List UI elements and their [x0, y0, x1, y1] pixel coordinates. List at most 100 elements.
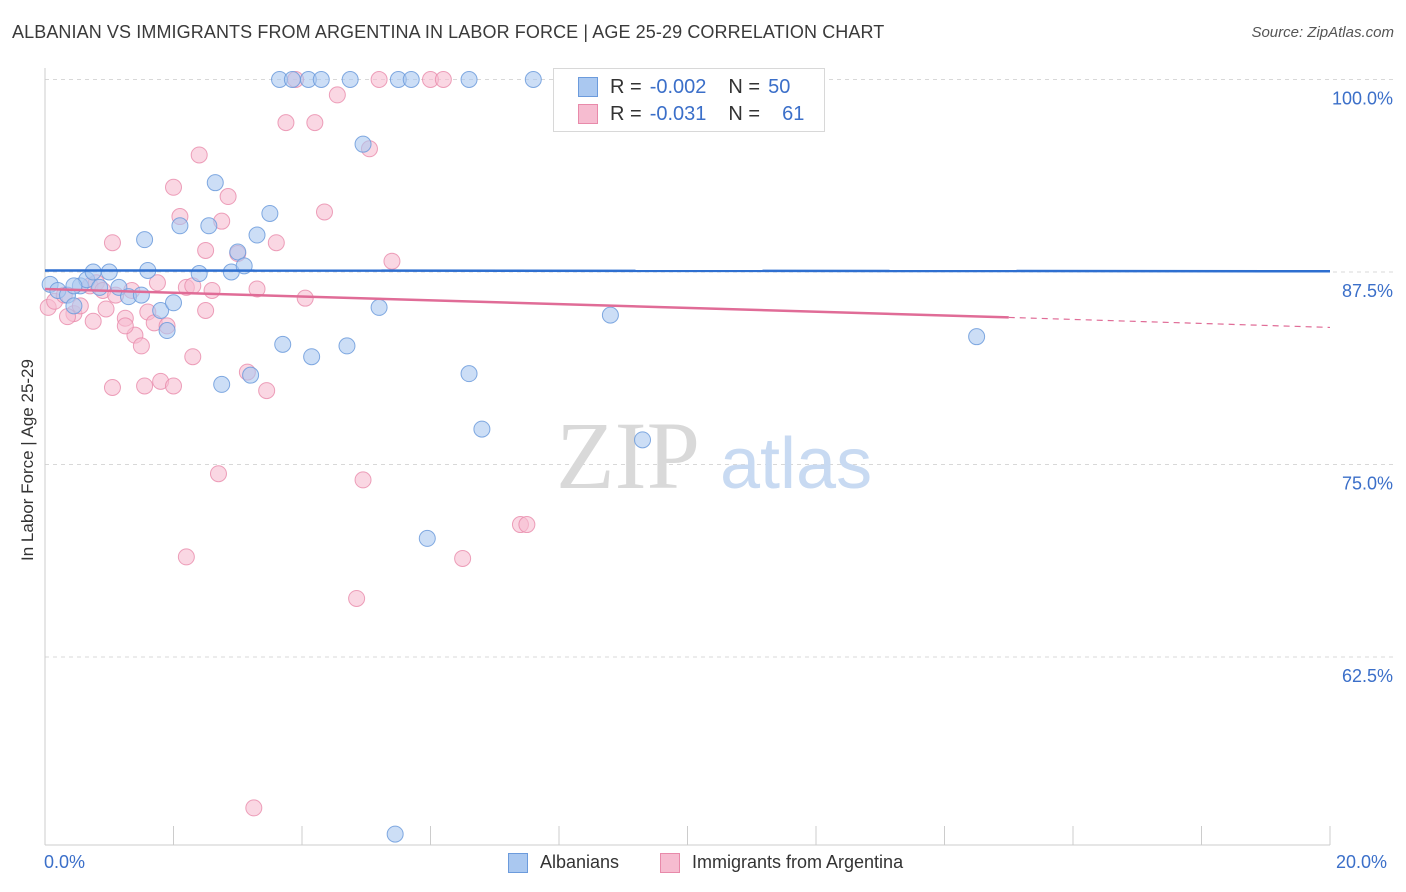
legend-item-argentina[interactable]: Immigrants from Argentina [660, 852, 903, 873]
data-point-albanian [261, 204, 279, 222]
data-point-albanian [229, 243, 247, 261]
data-point-albanian [132, 286, 150, 304]
data-point-argentina [136, 377, 154, 395]
data-point-argentina [315, 203, 333, 221]
y-tick-label: 62.5% [1342, 666, 1393, 686]
legend-row-argentina: R = -0.031 N = 61 [554, 101, 804, 127]
legend-r-label: R = [610, 102, 642, 125]
correlation-legend: R = -0.002 N = 50 R = -0.031 N = 61 [553, 68, 825, 132]
axes [44, 68, 1331, 846]
legend-swatch-argentina [660, 852, 680, 873]
data-point-argentina [203, 281, 221, 299]
watermark-atlas: atlas [720, 424, 872, 504]
legend-r-value: -0.031 [649, 102, 707, 125]
legend-n-label: N = [728, 75, 761, 98]
data-point-albanian [200, 217, 218, 235]
data-point-albanian [524, 71, 542, 88]
data-point-argentina [219, 188, 237, 206]
data-point-argentina [103, 379, 121, 396]
legend-r-label: R = [610, 75, 642, 98]
data-point-argentina [197, 241, 215, 259]
data-point-argentina [348, 589, 366, 607]
data-point-albanian [386, 825, 404, 843]
data-point-albanian [303, 348, 321, 366]
data-point-albanian [338, 337, 356, 355]
data-point-argentina [383, 252, 401, 270]
data-point-argentina [116, 317, 134, 335]
trend-lines [44, 269, 1331, 329]
data-point-albanian [84, 263, 102, 281]
x-tick-label-max: 20.0% [1336, 852, 1388, 872]
data-point-albanian [136, 231, 154, 249]
data-point-argentina [184, 348, 202, 366]
data-point-albanian [242, 366, 260, 384]
data-point-argentina [328, 86, 346, 104]
data-point-albanian [100, 263, 118, 281]
x-tick-label-min: 0.0% [44, 852, 86, 872]
y-tick-label: 75.0% [1342, 474, 1393, 494]
y-tick-label: 87.5% [1342, 281, 1393, 301]
trend-line-argentina-extrapolated [1008, 316, 1331, 329]
data-point-argentina [277, 114, 295, 132]
data-point-argentina [97, 300, 115, 318]
y-axis-label: In Labor Force | Age 25-29 [18, 359, 37, 561]
data-point-albanian [312, 71, 330, 88]
data-point-albanian [274, 335, 292, 353]
data-point-albanian [354, 135, 372, 153]
y-tick-label: 100.0% [1332, 89, 1393, 109]
data-point-albanian [206, 174, 224, 192]
legend-label-albanians: Albanians [540, 852, 620, 872]
legend-swatch-albanians [578, 77, 598, 97]
data-point-argentina [103, 234, 121, 252]
data-point-albanian [341, 71, 359, 88]
watermark-zip: ZIP [556, 402, 700, 509]
data-point-argentina [197, 302, 215, 319]
data-point-albanian [370, 298, 388, 316]
data-point-albanian [460, 71, 478, 88]
data-point-argentina [165, 377, 182, 395]
data-point-albanian [158, 322, 176, 340]
data-point-albanian [248, 226, 266, 244]
data-point-argentina [454, 549, 472, 567]
data-point-argentina [518, 516, 536, 534]
legend-row-albanians: R = -0.002 N = 50 [554, 74, 790, 100]
data-point-argentina [84, 312, 102, 330]
data-point-albanian [473, 420, 491, 438]
data-point-albanian [65, 277, 83, 295]
series-argentina-points [39, 71, 536, 817]
data-point-albanian [171, 217, 189, 235]
legend-swatch-argentina [578, 104, 598, 124]
data-point-argentina [306, 114, 324, 132]
data-point-argentina [354, 471, 372, 489]
data-point-argentina [165, 178, 182, 196]
data-point-albanian [165, 294, 182, 312]
legend-item-albanians[interactable]: Albanians [508, 852, 619, 873]
series-legend: Albanians Immigrants from Argentina [0, 852, 1406, 876]
chart-title: ALBANIAN VS IMMIGRANTS FROM ARGENTINA IN… [12, 22, 885, 42]
data-point-albanian [283, 71, 301, 88]
legend-swatch-albanians [508, 852, 528, 873]
legend-n-label: N = [728, 102, 761, 125]
legend-n-value: 61 [782, 102, 805, 125]
data-point-albanian [91, 278, 109, 296]
data-point-albanian [402, 71, 420, 88]
data-point-albanian [418, 529, 436, 547]
y-tick-labels: 100.0% 87.5% 75.0% 62.5% [1332, 89, 1393, 687]
data-point-albanian [65, 297, 83, 315]
legend-n-value: 50 [768, 75, 791, 98]
data-point-argentina [209, 465, 227, 483]
data-point-argentina [248, 280, 266, 298]
watermark: ZIP atlas [556, 402, 872, 509]
trend-line-argentina [44, 287, 1009, 319]
data-point-argentina [434, 71, 452, 88]
data-point-argentina [177, 548, 195, 566]
data-point-argentina [132, 337, 150, 355]
data-point-argentina [148, 274, 166, 292]
data-point-argentina [258, 382, 276, 400]
data-point-albanian [213, 375, 231, 393]
data-point-argentina [370, 71, 388, 88]
data-point-albanian [152, 302, 170, 319]
data-point-albanian [601, 306, 619, 324]
legend-r-value: -0.002 [649, 75, 707, 98]
